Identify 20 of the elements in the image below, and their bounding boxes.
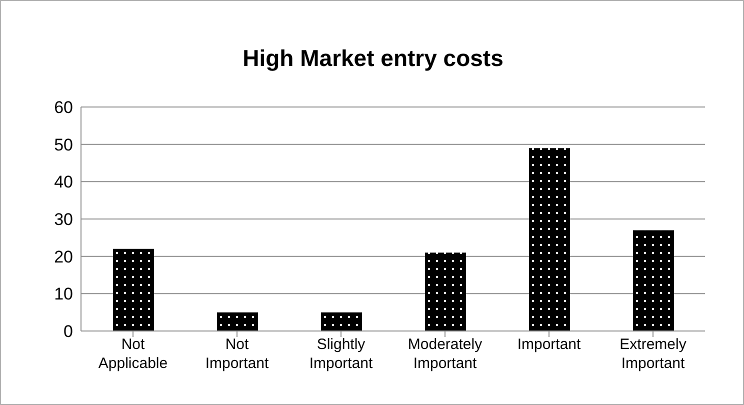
bar — [529, 148, 570, 331]
chart-title: High Market entry costs — [242, 45, 504, 72]
y-tick-label: 30 — [54, 210, 73, 230]
x-tick-label: Not Applicable — [98, 336, 168, 372]
y-tick-label: 50 — [54, 135, 73, 154]
bar — [425, 252, 466, 331]
y-tick-label: 0 — [64, 322, 73, 342]
bar — [113, 248, 154, 331]
y-tick-label: 40 — [54, 172, 73, 192]
bar — [217, 312, 258, 331]
x-tick-label: Not Important — [205, 336, 270, 372]
x-tick-label: Important — [517, 336, 582, 353]
x-tick-label: Slightly Important — [309, 336, 374, 372]
y-tick-label: 20 — [54, 247, 73, 266]
bar — [633, 230, 674, 331]
x-tick-label: Moderately Important — [408, 336, 483, 372]
x-tick-label: Extremely Important — [620, 336, 687, 372]
y-tick-label: 10 — [54, 284, 73, 304]
y-tick-label: 60 — [54, 98, 73, 118]
bar — [321, 312, 362, 331]
